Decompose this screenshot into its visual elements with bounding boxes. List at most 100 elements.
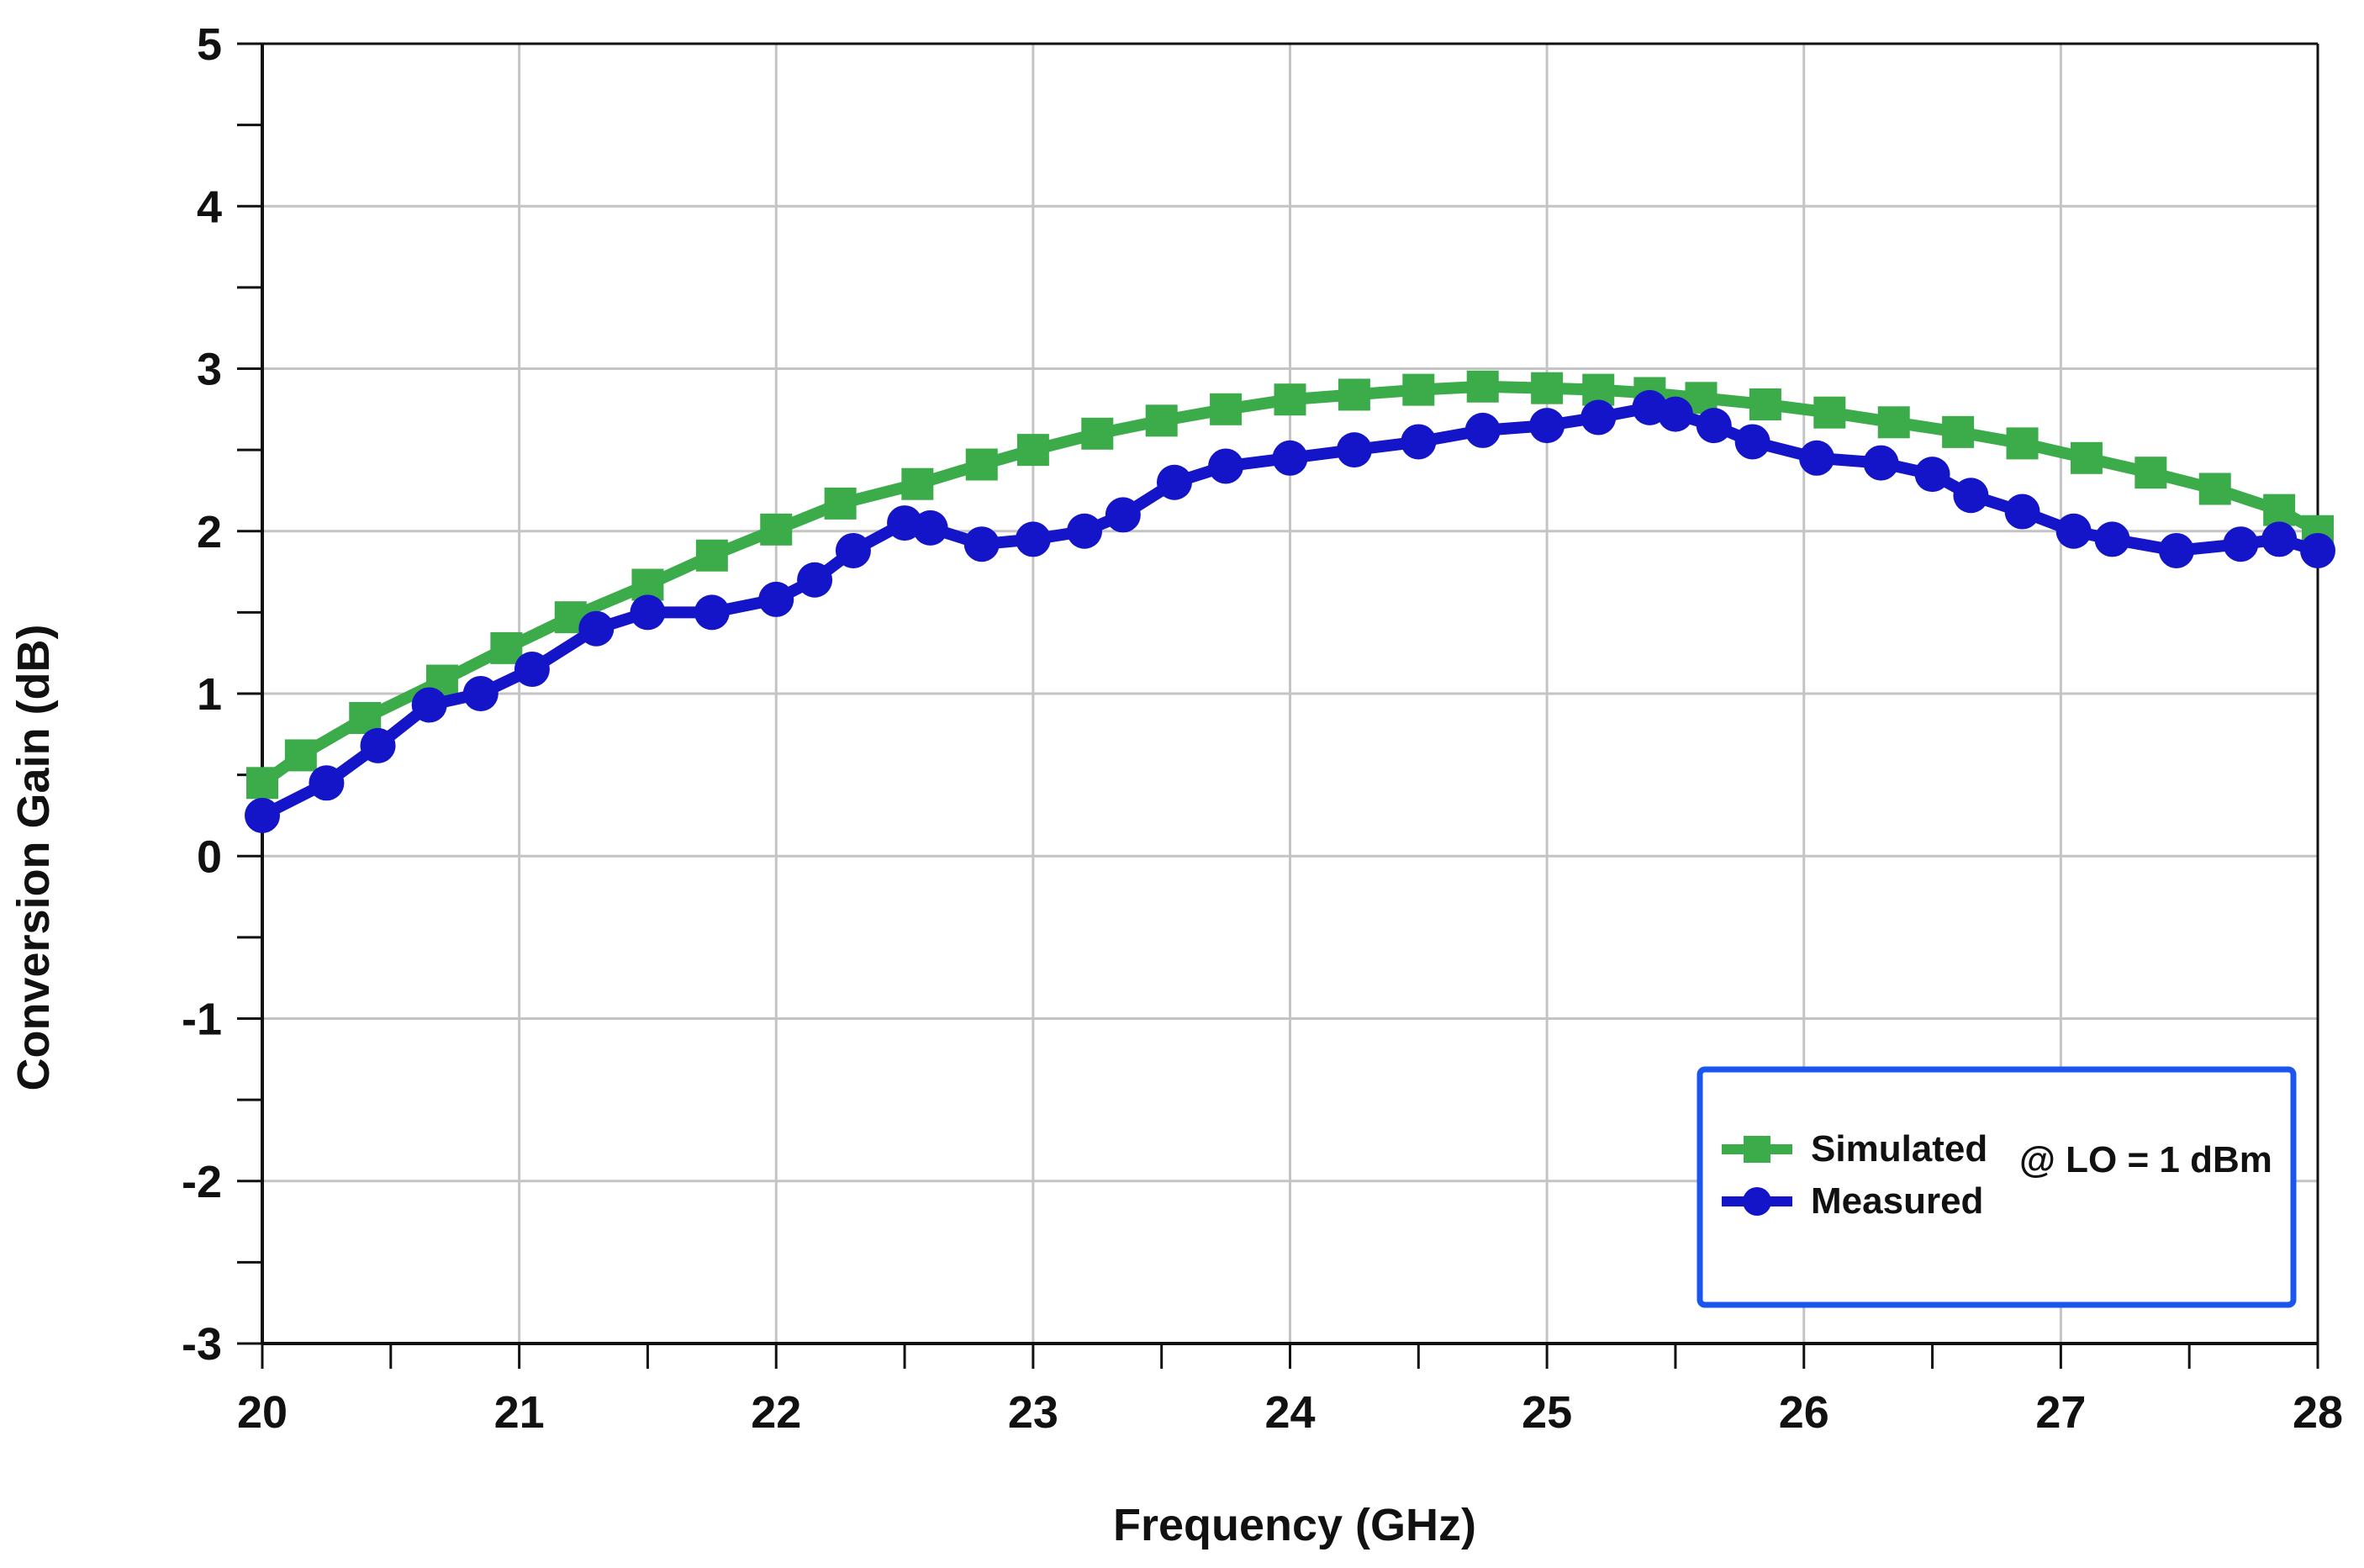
data-point-simulated xyxy=(760,513,793,546)
series-line-simulated xyxy=(256,380,2324,789)
x-tick-label: 22 xyxy=(751,1387,801,1438)
y-axis-title: Conversion Gain (dB) xyxy=(8,624,59,1090)
x-tick-label: 21 xyxy=(494,1387,545,1438)
axes xyxy=(237,42,2319,1369)
data-point-measured xyxy=(2004,494,2040,530)
data-point-measured xyxy=(630,594,666,631)
data-point-simulated xyxy=(901,467,934,500)
data-point-simulated xyxy=(2134,457,2167,489)
data-point-measured xyxy=(2055,513,2092,549)
data-point-measured xyxy=(1863,445,1899,481)
data-point-simulated xyxy=(1466,370,1499,403)
data-point-measured xyxy=(963,526,1000,562)
data-point-measured xyxy=(1336,432,1372,468)
x-tick-label: 25 xyxy=(1522,1387,1572,1438)
data-point-simulated xyxy=(490,631,523,664)
data-point-measured xyxy=(1105,497,1141,533)
data-point-simulated xyxy=(1016,434,1049,467)
data-point-simulated xyxy=(1402,373,1435,406)
data-point-measured xyxy=(1015,521,1051,557)
data-point-measured xyxy=(1067,513,1102,549)
data-point-simulated xyxy=(1749,388,1781,421)
legend: Simulated Measured @ LO = 1 dBm xyxy=(1696,1066,2297,1308)
data-point-measured xyxy=(2158,532,2194,568)
data-point-simulated xyxy=(246,767,278,800)
data-point-measured xyxy=(2094,521,2130,557)
data-point-measured xyxy=(1696,408,1732,444)
data-point-measured xyxy=(1914,457,1950,493)
data-point-measured xyxy=(835,532,871,568)
data-point-measured xyxy=(1529,408,1565,444)
data-point-measured xyxy=(797,562,833,598)
data-point-simulated xyxy=(1210,393,1243,425)
data-point-measured xyxy=(245,797,280,833)
data-point-measured xyxy=(514,652,550,688)
y-tick-label: -2 xyxy=(182,1157,222,1207)
data-point-measured xyxy=(1464,412,1501,448)
x-tick-label: 28 xyxy=(2293,1387,2343,1438)
x-tick-label: 20 xyxy=(237,1387,288,1438)
data-point-measured xyxy=(1208,448,1244,484)
data-point-measured xyxy=(1580,399,1617,436)
legend-item-simulated: Simulated xyxy=(1722,1128,1987,1169)
y-tick-labels: -3 -2 -1 0 1 2 3 4 5 xyxy=(182,19,222,1370)
data-point-simulated xyxy=(1338,378,1370,411)
data-point-measured xyxy=(462,676,499,711)
y-tick-label: 5 xyxy=(197,19,222,70)
data-point-simulated xyxy=(1877,406,1910,439)
series-layer xyxy=(245,370,2335,833)
data-point-measured xyxy=(1272,440,1308,476)
x-tick-label: 23 xyxy=(1008,1387,1058,1438)
data-point-simulated xyxy=(1274,383,1306,416)
legend-marker-simulated xyxy=(1744,1136,1770,1163)
data-point-measured xyxy=(2223,526,2259,562)
y-tick-label: 0 xyxy=(197,832,222,882)
data-point-measured xyxy=(1401,424,1437,460)
x-tick-label: 26 xyxy=(1779,1387,1829,1438)
data-point-measured xyxy=(1734,424,1770,460)
data-point-measured xyxy=(912,509,948,546)
data-point-simulated xyxy=(1942,415,1975,448)
data-point-simulated xyxy=(2006,427,2039,460)
data-point-measured xyxy=(578,610,615,647)
data-point-simulated xyxy=(1081,417,1114,450)
data-point-measured xyxy=(1156,464,1192,500)
data-point-measured xyxy=(360,727,396,763)
x-axis-title: Frequency (GHz) xyxy=(1113,1500,1476,1550)
data-point-simulated xyxy=(1145,404,1178,437)
y-tick-label: 3 xyxy=(197,345,222,395)
data-point-measured xyxy=(1799,440,1835,476)
data-point-simulated xyxy=(284,739,317,772)
data-point-simulated xyxy=(2263,494,2296,526)
data-point-simulated xyxy=(1531,372,1564,404)
x-tick-label: 24 xyxy=(1264,1387,1315,1438)
data-point-simulated xyxy=(2070,441,2103,474)
legend-box xyxy=(1696,1066,2297,1308)
data-point-measured xyxy=(309,765,345,801)
data-point-simulated xyxy=(2198,473,2231,505)
data-point-measured xyxy=(694,594,730,631)
legend-label-measured: Measured xyxy=(1811,1180,1983,1222)
data-point-simulated xyxy=(695,539,728,572)
legend-item-measured: Measured xyxy=(1722,1180,1983,1222)
legend-marker-measured xyxy=(1743,1187,1771,1216)
y-tick-label: -3 xyxy=(182,1319,222,1370)
data-point-measured xyxy=(2261,521,2298,557)
x-tick-labels: 20 21 22 23 24 25 26 27 28 xyxy=(237,1387,2343,1438)
data-point-measured xyxy=(2300,532,2335,568)
x-tick-label: 27 xyxy=(2035,1387,2086,1438)
data-point-measured xyxy=(758,581,794,617)
data-point-measured xyxy=(1953,478,1989,514)
y-tick-label: 4 xyxy=(197,182,222,232)
data-point-measured xyxy=(1657,396,1693,432)
data-point-simulated xyxy=(1813,396,1846,429)
legend-label-simulated: Simulated xyxy=(1811,1128,1987,1169)
data-point-simulated xyxy=(824,487,857,520)
lo-annotation: @ LO = 1 dBm xyxy=(2019,1139,2272,1180)
y-tick-label: 1 xyxy=(197,669,222,720)
y-tick-label: 2 xyxy=(197,507,222,557)
data-point-simulated xyxy=(965,448,998,481)
y-tick-label: -1 xyxy=(182,995,222,1045)
